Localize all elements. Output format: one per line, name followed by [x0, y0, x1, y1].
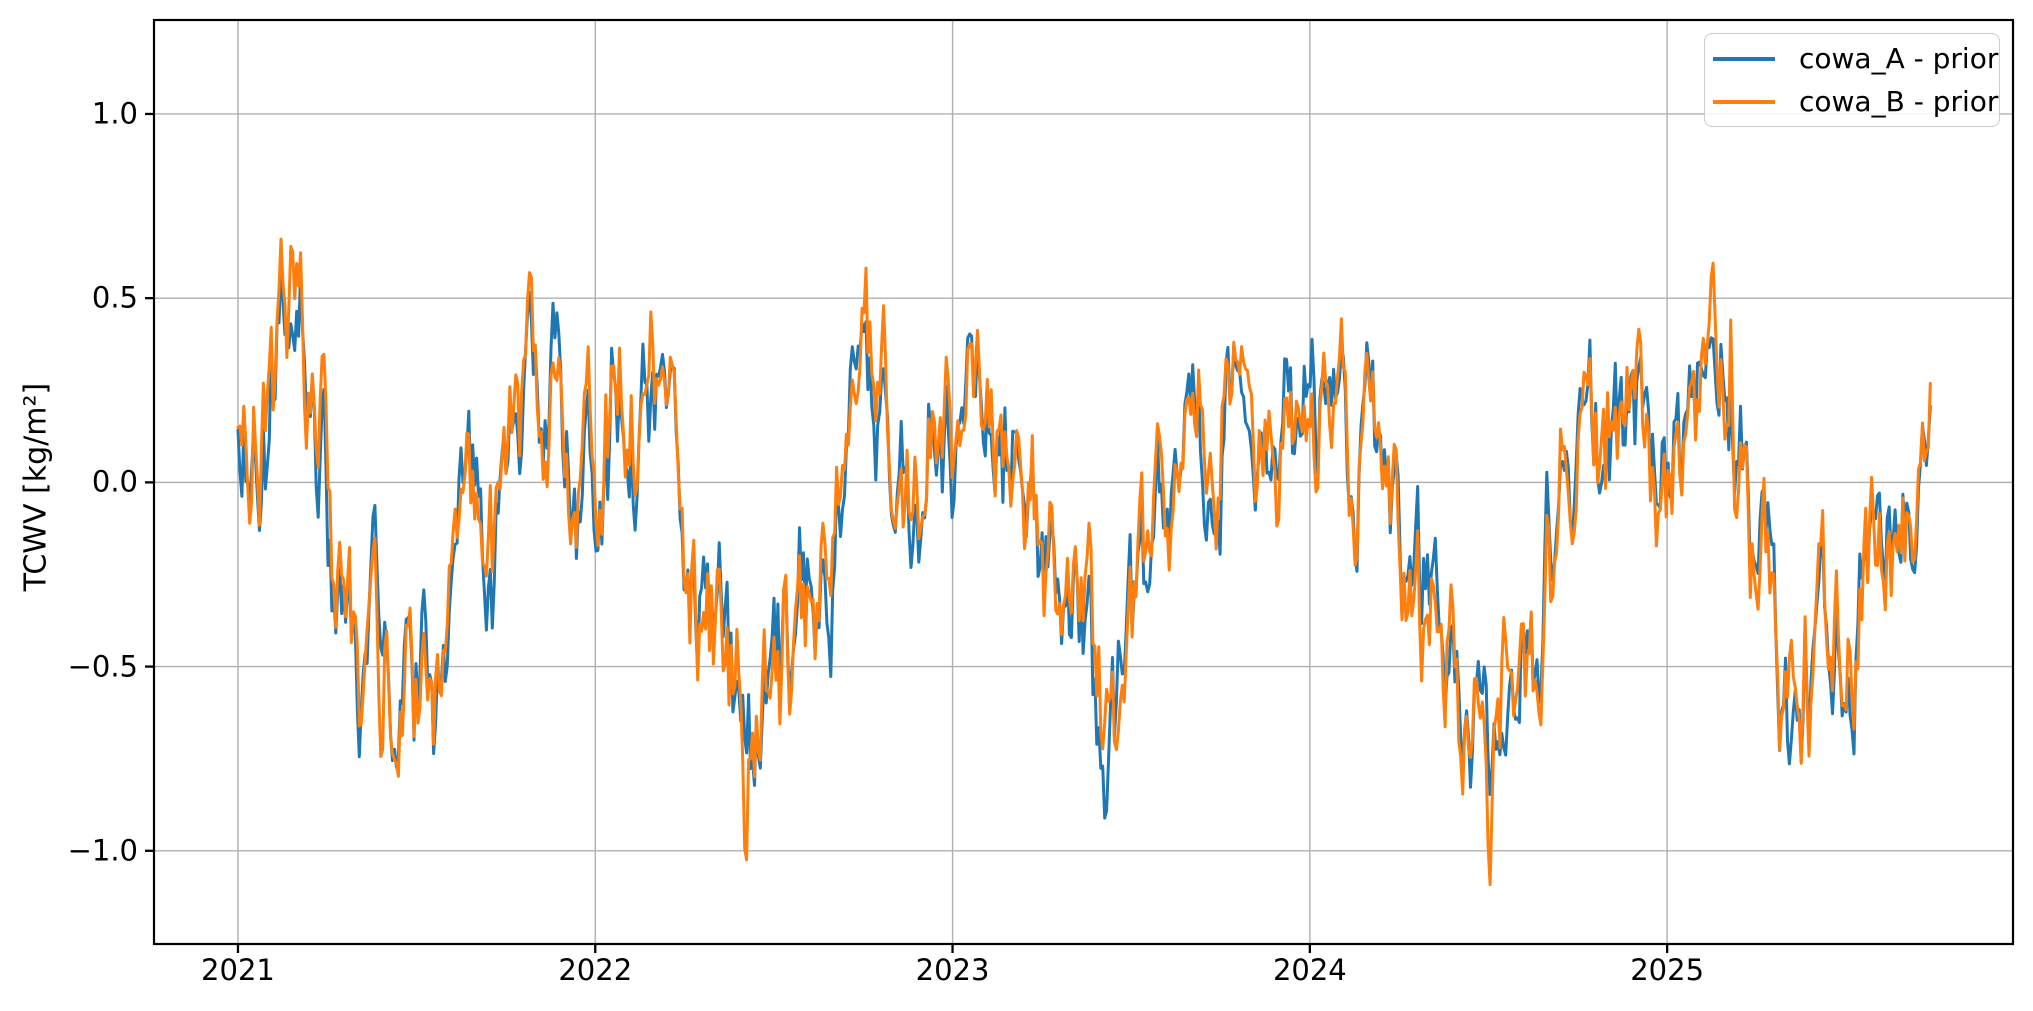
legend: cowa_A - prior cowa_B - prior: [1704, 33, 2000, 127]
x-tick-label: 2022: [558, 953, 633, 987]
legend-entry-cowa-b: cowa_B - prior: [1705, 85, 1999, 119]
x-tick-label: 2025: [1630, 953, 1705, 987]
legend-swatch-cowa-b-icon: [1713, 99, 1775, 104]
series-lines: [236, 237, 1932, 887]
legend-label-cowa-a: cowa_A - prior: [1799, 41, 1999, 75]
legend-swatch-cowa-a-icon: [1713, 56, 1775, 61]
y-tick-label: 1.0: [91, 96, 138, 131]
y-tick-label: 0.5: [91, 280, 138, 315]
x-tick-label: 2024: [1272, 953, 1347, 987]
y-tick-label: −1.0: [67, 833, 138, 868]
y-tick-label: 0.0: [91, 464, 138, 499]
tick-marks: [145, 112, 1669, 953]
legend-label-cowa-b: cowa_B - prior: [1799, 84, 1999, 118]
series-line-cowa-a: [236, 268, 1932, 820]
series-line-cowa-b: [236, 237, 1932, 887]
legend-entry-cowa-a: cowa_A - prior: [1705, 42, 1999, 76]
y-axis-label: TCWV [kg/m²]: [18, 382, 54, 592]
x-tick-label: 2023: [915, 953, 990, 987]
y-tick-label: −0.5: [67, 649, 138, 684]
x-tick-label: 2021: [201, 953, 275, 987]
